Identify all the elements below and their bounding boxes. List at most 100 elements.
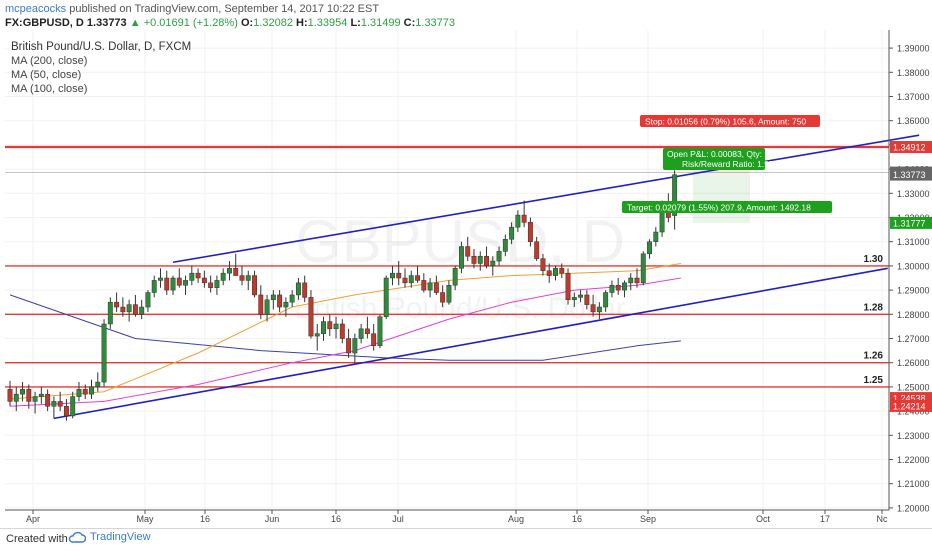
- candle-body: [616, 285, 620, 290]
- candle-body: [472, 256, 476, 263]
- candle-body: [158, 278, 162, 280]
- candle-body: [202, 278, 206, 283]
- candle-body: [560, 268, 564, 273]
- candle-body: [315, 334, 319, 336]
- x-tick-label: Oct: [756, 514, 771, 524]
- candle-body: [14, 394, 18, 401]
- chart-legend: British Pound/U.S. Dollar, D, FXCM MA (2…: [11, 40, 191, 96]
- candle-body: [459, 247, 463, 269]
- candle-body: [566, 273, 570, 300]
- created-with-text: Created with: [6, 533, 68, 545]
- candle-body: [52, 401, 56, 406]
- y-tick-label: 1.31000: [897, 237, 930, 247]
- y-tick-label: 1.21000: [897, 479, 930, 489]
- candle-body: [453, 268, 457, 285]
- candle-body: [434, 283, 438, 293]
- price-tags: 1.349121.338561.337731.317771.245381.242…: [890, 141, 932, 412]
- legend-ma100[interactable]: MA (100, close): [11, 82, 191, 96]
- candle-body: [422, 280, 426, 290]
- y-tick-label: 1.39000: [897, 44, 930, 54]
- candle-body: [572, 297, 576, 299]
- candle-body: [428, 283, 432, 290]
- candle-body: [133, 305, 137, 315]
- candle-body: [121, 307, 125, 312]
- candle-body: [139, 307, 143, 314]
- candle-body: [108, 302, 112, 324]
- candle-body: [215, 280, 219, 287]
- y-tick-label: 1.26000: [897, 358, 930, 368]
- x-tick-label: Jun: [265, 514, 280, 524]
- candle-body: [415, 276, 419, 281]
- candle-body: [654, 232, 658, 242]
- candle-body: [641, 254, 645, 283]
- y-tick-label: 1.36000: [897, 116, 930, 126]
- candle-body: [71, 397, 75, 416]
- candle-body: [227, 268, 231, 273]
- legend-ma50[interactable]: MA (50, close): [11, 68, 191, 82]
- price-tag-label: 1.24214: [893, 401, 926, 411]
- candle-body: [359, 329, 363, 339]
- candle-body: [240, 276, 244, 281]
- x-tick-label: Apr: [26, 514, 40, 524]
- x-tick-label: 16: [200, 514, 210, 524]
- level-label: 1.30: [864, 254, 884, 265]
- y-tick-label: 1.20000: [897, 503, 930, 513]
- cloud-icon: [68, 531, 86, 543]
- candle-body: [397, 273, 401, 278]
- candle-body: [83, 389, 87, 394]
- candle-body: [447, 285, 451, 302]
- candle-body: [597, 307, 601, 312]
- candle-body: [647, 242, 651, 254]
- candle-body: [384, 278, 388, 317]
- target-label: Target: 0.02079 (1.55%) 207.9, Amount: 1…: [627, 203, 811, 213]
- candle-body: [20, 389, 24, 394]
- candle-body: [328, 322, 332, 329]
- candle-body: [165, 278, 169, 290]
- x-tick-label: Aug: [508, 514, 524, 524]
- candle-body: [208, 283, 212, 288]
- candle-body: [378, 317, 382, 346]
- candle-body: [478, 256, 482, 263]
- tradingview-logo[interactable]: TradingView: [68, 531, 151, 543]
- candle-body: [309, 297, 313, 336]
- candle-body: [246, 276, 250, 281]
- candle-body: [484, 256, 488, 266]
- candle-body: [196, 273, 200, 278]
- x-tick-label: Nc: [877, 514, 888, 524]
- candle-body: [259, 295, 263, 314]
- x-tick-label: 17: [820, 514, 830, 524]
- candle-body: [365, 329, 369, 334]
- target-zone: [693, 173, 750, 223]
- candle-body: [591, 305, 595, 312]
- legend-ma200[interactable]: MA (200, close): [11, 54, 191, 68]
- candle-body: [146, 293, 150, 308]
- candle-body: [284, 302, 288, 307]
- candle-body: [522, 215, 526, 222]
- candle-body: [302, 283, 306, 298]
- x-tick-label: Jul: [392, 514, 404, 524]
- tradingview-brand: TradingView: [90, 531, 151, 543]
- y-tick-label: 1.28000: [897, 310, 930, 320]
- candle-body: [585, 295, 589, 305]
- candle-body: [58, 401, 62, 406]
- candle-body: [127, 305, 131, 312]
- x-tick-label: 16: [331, 514, 341, 524]
- y-tick-label: 1.30000: [897, 261, 930, 271]
- candle-body: [89, 387, 93, 394]
- candle-body: [509, 227, 513, 239]
- price-axis[interactable]: 1.390001.380001.370001.360001.350001.340…: [889, 44, 930, 528]
- candle-body: [152, 280, 156, 292]
- candle-body: [553, 268, 557, 275]
- candle-body: [440, 293, 444, 303]
- risk-reward-label: Risk/Reward Ratio: 1.97: [682, 159, 774, 169]
- candle-body: [114, 302, 118, 307]
- candle-body: [503, 239, 507, 251]
- x-tick-label: 16: [572, 514, 582, 524]
- level-label: 1.26: [864, 351, 884, 362]
- candle-body: [622, 283, 626, 290]
- candle-body: [528, 222, 532, 241]
- candle-body: [77, 389, 81, 396]
- candle-body: [96, 382, 100, 387]
- y-tick-label: 1.22000: [897, 455, 930, 465]
